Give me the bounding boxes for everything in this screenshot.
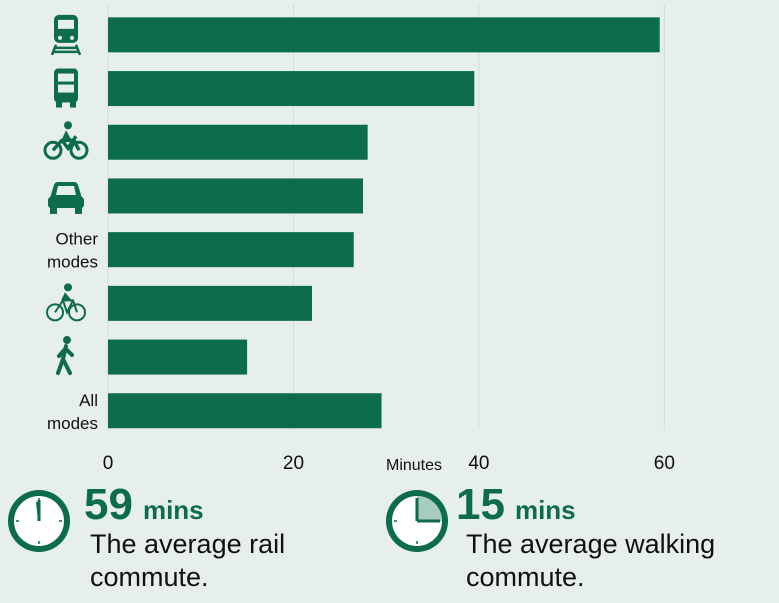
- x-axis-title: Minutes: [386, 457, 442, 474]
- bar: [108, 285, 312, 321]
- x-tick-label: 0: [103, 453, 114, 474]
- x-tick-label: 60: [654, 453, 675, 474]
- bars: [108, 17, 660, 429]
- walking-person-icon: [56, 336, 74, 376]
- bar: [108, 124, 368, 160]
- stat-unit: mins: [142, 495, 204, 525]
- category-label: Other modes: [47, 230, 98, 272]
- bar: [108, 178, 363, 214]
- clock-icon: [386, 490, 448, 552]
- x-tick-labels: 0 20 40 60: [103, 453, 675, 474]
- train-icon: [50, 14, 82, 56]
- x-tick-label: 40: [468, 453, 489, 474]
- stat-value: 59: [84, 480, 133, 529]
- car-icon: [48, 181, 84, 214]
- category-icons: Other modes All modes: [43, 14, 98, 433]
- motorcycle-icon: [43, 121, 89, 160]
- clock-icon: [8, 490, 70, 552]
- stat-description: The average rail commute.: [90, 529, 286, 592]
- bicycle-icon: [46, 283, 86, 322]
- bar: [108, 71, 475, 107]
- bar: [108, 393, 382, 429]
- stat-rail: 59 mins The average rail commute.: [6, 480, 366, 599]
- bar: [108, 17, 660, 53]
- bus-icon: [54, 68, 78, 108]
- bar: [108, 232, 354, 268]
- stat-value: 15: [456, 480, 505, 529]
- stat-description: The average walking commute.: [466, 529, 716, 592]
- bar-chart: Other modes All modes 0 20 40 60 Minutes: [43, 4, 675, 474]
- category-label: All modes: [47, 391, 98, 433]
- x-tick-label: 20: [283, 453, 304, 474]
- stat-unit: mins: [514, 495, 576, 525]
- stat-walking: 15 mins The average walking commute.: [384, 480, 774, 599]
- bar: [108, 339, 248, 375]
